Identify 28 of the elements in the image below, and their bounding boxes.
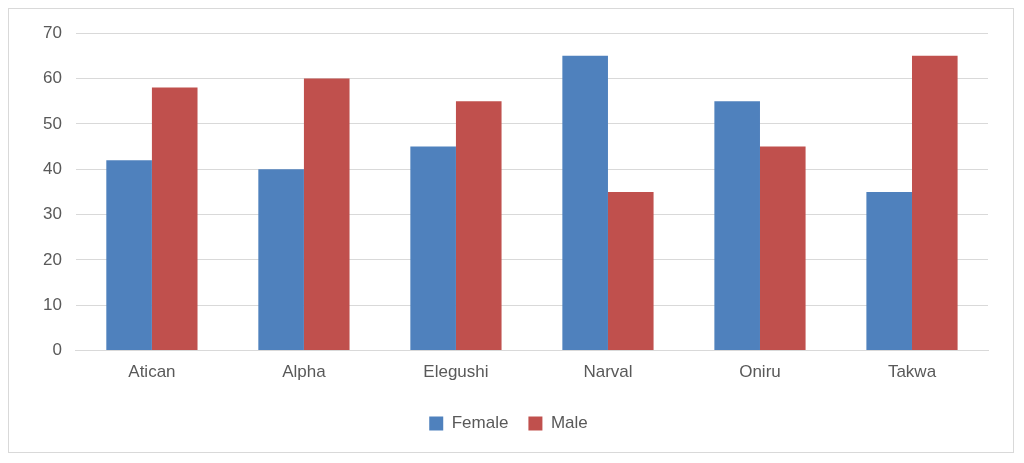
bar	[151, 87, 198, 351]
legend-label: Female	[451, 413, 509, 433]
bar	[303, 78, 350, 351]
y-tick-label: 50	[42, 113, 62, 133]
x-tick-label: Atican	[128, 362, 176, 382]
y-tick-label: 10	[42, 294, 62, 314]
legend-label: Male	[550, 413, 588, 433]
y-tick-label: 70	[42, 22, 62, 42]
bar	[106, 160, 152, 351]
y-tick-label: 30	[42, 204, 62, 224]
bar	[607, 191, 654, 351]
x-tick-label: Alpha	[282, 362, 327, 382]
bar	[911, 55, 958, 351]
bar	[866, 191, 912, 351]
y-tick-label: 40	[42, 158, 62, 178]
y-tick-label: 60	[42, 68, 62, 88]
bar	[562, 55, 608, 351]
bar	[759, 146, 806, 351]
x-tick-label: Elegushi	[423, 362, 489, 382]
x-tick-label: Narval	[583, 362, 633, 382]
bar	[410, 146, 456, 351]
bar	[455, 101, 502, 351]
y-tick-label: 0	[52, 340, 62, 360]
x-tick-label: Oniru	[739, 362, 781, 382]
x-tick-label: Takwa	[887, 362, 937, 382]
bar	[258, 169, 304, 351]
bar	[714, 101, 760, 351]
y-tick-label: 20	[42, 249, 62, 269]
